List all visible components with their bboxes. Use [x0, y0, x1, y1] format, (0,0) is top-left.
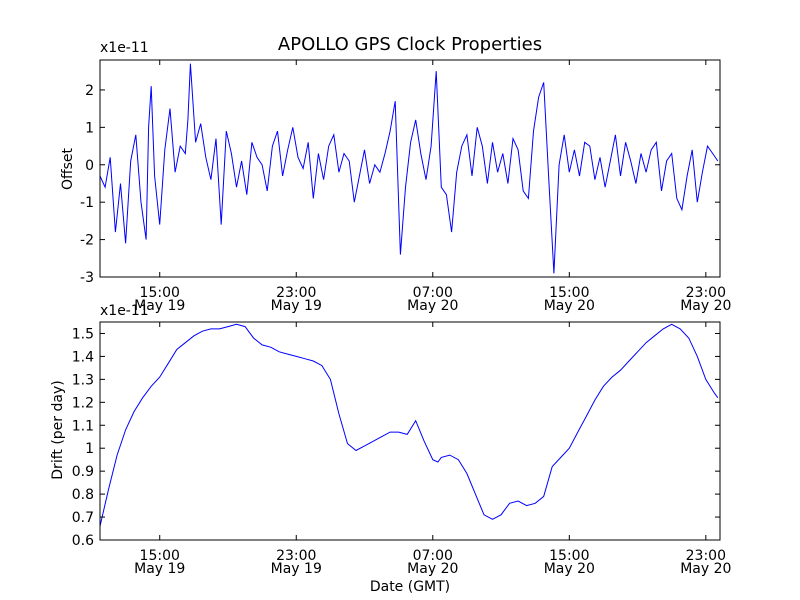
offset-x-tick-time: 15:00 [140, 285, 180, 301]
offset-ylabel: Offset [60, 147, 76, 190]
drift-panel: Drift (per day) x1e-11 0.6 0.7 0.8 0.9 1 1.1 1… [50, 303, 731, 577]
offset-x-tick-time: 15:00 [549, 285, 589, 301]
offset-x-tick-time: 23:00 [686, 285, 726, 301]
offset-x-tick-date: May 20 [544, 298, 595, 314]
drift-plot-frame [99, 321, 721, 541]
offset-x-tick-date: May 19 [134, 298, 185, 314]
drift-ylabel: Drift (per day) [50, 380, 66, 479]
drift-series-line-0 [99, 323, 719, 527]
offset-x-tick-date: May 20 [680, 298, 731, 314]
drift-y-tick-label: 0.6 [72, 533, 94, 549]
drift-x-tick-time: 23:00 [686, 548, 726, 564]
offset-x-tick-time: 23:00 [276, 285, 316, 301]
offset-x-tick-time: 07:00 [413, 285, 453, 301]
x-axis-label: Date (GMT) [370, 579, 450, 595]
figure-title: APOLLO GPS Clock Properties [278, 34, 542, 55]
drift-x-tick-date: May 20 [680, 561, 731, 577]
offset-y-tick-label: -1 [80, 195, 94, 211]
drift-y-tick-label: 0.7 [72, 510, 94, 526]
drift-y-tick-label: 1.2 [72, 395, 94, 411]
drift-scale-label: x1e-11 [100, 303, 149, 319]
drift-x-tick-time: 07:00 [413, 548, 453, 564]
drift-x-tick-date: May 20 [407, 561, 458, 577]
drift-y-tick-label: 0.9 [72, 464, 94, 480]
drift-x-tick-date: May 19 [134, 561, 185, 577]
offset-scale-label: x1e-11 [100, 40, 149, 56]
drift-y-tick-label: 1.3 [72, 372, 94, 388]
drift-y-tick-label: 1 [85, 441, 94, 457]
drift-x-tick-date: May 19 [271, 561, 322, 577]
offset-x-tick-date: May 19 [271, 298, 322, 314]
drift-y-tick-label: 1.1 [72, 418, 94, 434]
drift-y-tick-label: 0.8 [72, 487, 94, 503]
offset-y-tick-label: 1 [85, 120, 94, 136]
drift-x-tick-time: 15:00 [549, 548, 589, 564]
offset-y-tick-label: 0 [85, 158, 94, 174]
drift-x-tick-time: 23:00 [276, 548, 316, 564]
offset-y-tick-label: 2 [85, 83, 94, 99]
offset-plot-frame [99, 59, 721, 278]
offset-series-line-0 [99, 63, 719, 274]
offset-y-tick-label: -3 [80, 270, 94, 286]
drift-x-tick-date: May 20 [544, 561, 595, 577]
offset-y-tick-label: -2 [80, 233, 94, 249]
drift-y-tick-label: 1.5 [72, 326, 94, 342]
drift-x-tick-time: 15:00 [140, 548, 180, 564]
offset-x-tick-date: May 20 [407, 298, 458, 314]
drift-y-tick-label: 1.4 [72, 349, 94, 365]
